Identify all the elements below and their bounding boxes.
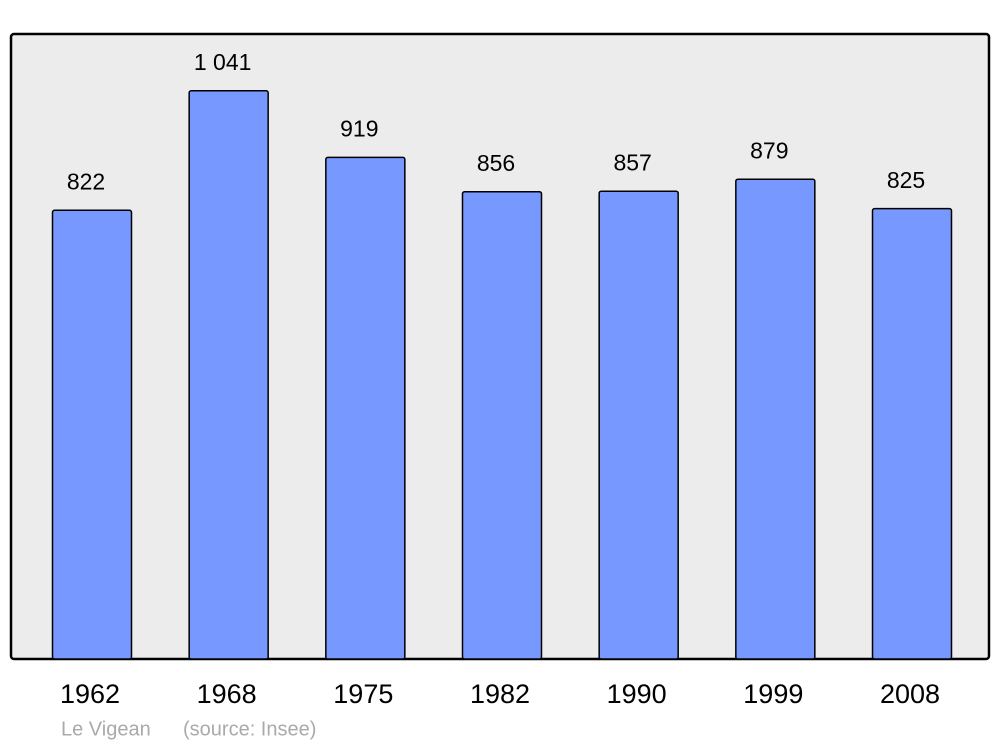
x-tick-label: 1975 bbox=[333, 679, 393, 709]
x-tick-label: 1999 bbox=[743, 679, 803, 709]
value-label: 822 bbox=[67, 168, 105, 194]
x-tick-label: 1968 bbox=[197, 679, 257, 709]
x-tick-label: 1990 bbox=[607, 679, 667, 709]
value-label: 919 bbox=[340, 115, 378, 141]
value-label: 1 041 bbox=[194, 49, 252, 75]
value-label: 825 bbox=[887, 167, 925, 193]
bar bbox=[188, 90, 269, 660]
bar bbox=[51, 209, 133, 660]
source-label: (source: Insee) bbox=[183, 718, 316, 740]
x-tick-label: 1982 bbox=[470, 679, 530, 709]
place-label: Le Vigean bbox=[61, 718, 151, 740]
bar bbox=[871, 207, 953, 660]
value-label: 879 bbox=[750, 137, 788, 163]
x-tick-label: 2008 bbox=[880, 679, 940, 709]
value-label: 857 bbox=[613, 149, 651, 175]
bar bbox=[598, 190, 679, 660]
value-label: 856 bbox=[477, 150, 515, 176]
bar bbox=[735, 178, 816, 660]
x-tick-label: 1962 bbox=[60, 679, 120, 709]
bar bbox=[325, 156, 406, 660]
bar bbox=[461, 191, 543, 660]
